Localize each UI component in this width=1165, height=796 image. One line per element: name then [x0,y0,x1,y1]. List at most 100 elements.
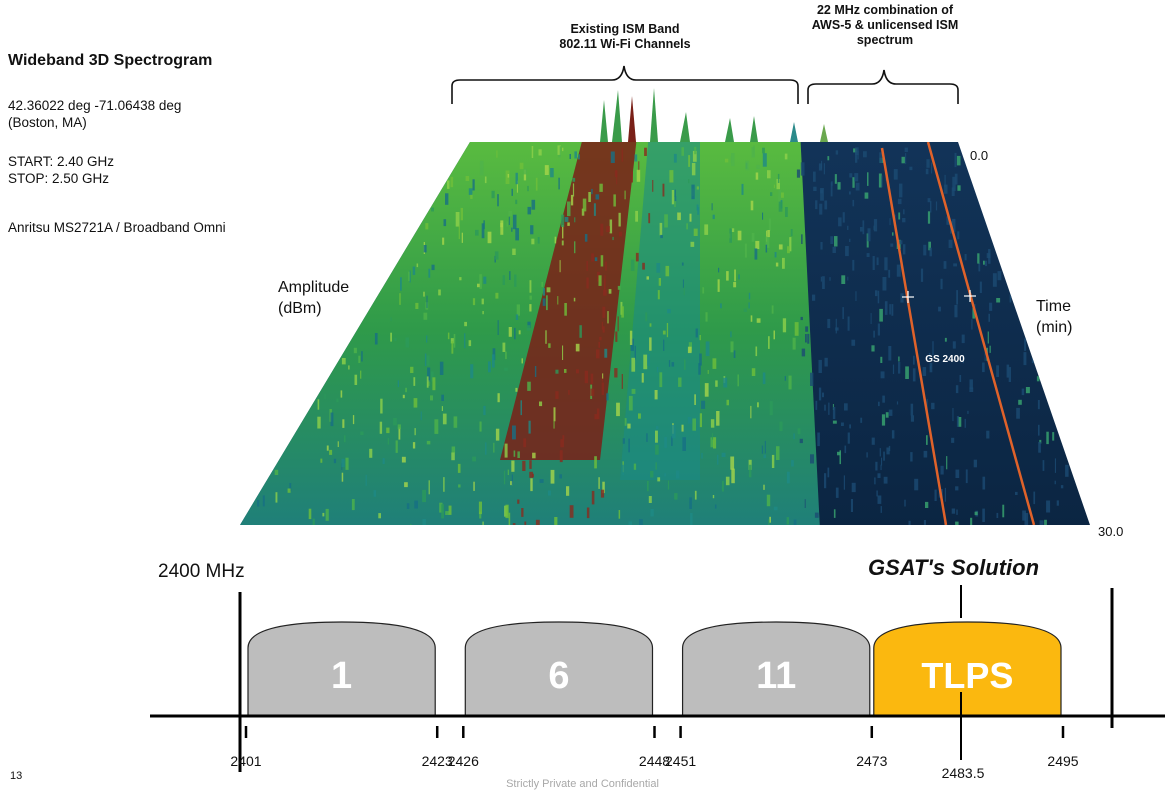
spectrogram-speck [870,313,872,324]
spectrogram-speck [493,442,495,453]
spectrogram-speck [510,481,513,486]
spectrogram-speck [1023,352,1027,366]
spectrogram-speck [880,464,882,471]
spectrogram-speck [923,244,927,256]
spectrogram-speck [800,316,803,321]
spectrogram-speck [669,170,674,183]
spectrogram-speck [596,349,600,359]
spectrogram-speck [689,497,692,509]
spectrogram-speck [504,443,508,458]
spectrogram-speck [560,439,564,448]
spectrogram-speck [875,461,878,471]
spectrogram-speck [586,507,590,519]
spectrogram-speck [929,363,933,373]
spectrogram-speck [835,318,837,334]
spectrogram-speck [765,244,768,253]
spectrogram-speck [903,209,905,215]
spectrogram-speck [712,214,715,220]
spectrogram-speck [841,275,846,284]
spectrogram-speck [590,388,595,396]
spectrogram-title: Wideband 3D Spectrogram [8,52,213,69]
spectrogram-speck [517,451,520,458]
spectrogram-speck [982,362,985,373]
spectrogram-speck [1039,439,1042,444]
spectrogram-speck [852,177,855,188]
spectrogram-speck [690,513,693,525]
tick-2473-label: 2473 [856,753,887,769]
spectrogram-speck [885,412,889,418]
spectrogram-speck [750,315,753,322]
spectrogram-speck [655,430,658,443]
spectrogram-speck [854,173,859,182]
spectrogram-speck [724,158,729,163]
spectrogram-speck [712,495,715,499]
spectrogram-speck [621,148,624,162]
spectrogram-speck [1015,491,1018,495]
spectrogram-speck [593,203,596,216]
spectrogram-speck [987,331,989,344]
channel-tlps-label: TLPS [921,655,1013,696]
spectrogram-speck [877,495,882,504]
tick-2451-label: 2451 [665,753,696,769]
spectrogram-speck [1002,504,1005,518]
spectrogram-speck [567,222,570,226]
spectrogram-speck [505,351,507,360]
spectrogram-speck [879,448,881,457]
spectrogram-speck [578,154,580,160]
spectrogram-speck [554,517,558,525]
spectrogram-speck [634,345,636,360]
spectrogram-speck [529,295,532,300]
spectrogram-speck [586,261,588,271]
spectrogram-speck [873,219,878,232]
spectrogram-speck [844,445,847,454]
spectrogram-speck [638,161,640,172]
spectrogram-speck [386,427,390,434]
spectrogram-speck [588,192,591,202]
spectrogram-speck [694,146,697,155]
spectrogram-speck [518,330,521,335]
spectrogram-speck [511,474,513,485]
spectrogram-speck [817,432,820,447]
spectrogram-speck [745,160,750,171]
time-axis-label: Time (min) [1036,296,1072,338]
spectrogram-speck [426,355,430,366]
spectrogram-speck [750,200,754,211]
spectrogram-speck [819,203,823,215]
spectrogram-speck [317,416,321,429]
spectrogram-speck [751,146,755,158]
spectrogram-speck [952,408,954,422]
spectrogram-speck [818,359,822,373]
spectrogram-speck [940,278,943,290]
surface-noise [252,145,1069,525]
spectrogram-speck [512,214,517,230]
spectrogram-speck [470,364,474,379]
spectrogram-speck [624,190,626,200]
spectrogram-speck [770,192,773,196]
spectrogram-speck [849,191,851,195]
spectrogram-speck [326,445,329,451]
spectrogram-speck [1033,491,1036,505]
spectrogram-speck [641,373,644,383]
spectrogram-speck [712,433,714,440]
spectrogram-speck [871,345,875,352]
spectrogram-speck [257,499,260,507]
spectrogram-speck [390,332,392,342]
spectrogram-speck [762,212,764,220]
spectrogram-speck [402,394,405,399]
spectrogram-speck [756,164,760,169]
spectrogram-speck [984,260,987,267]
spectrogram-speck [704,224,709,235]
spectrogram-speck [394,337,397,341]
spectrogram-speck [530,478,533,492]
spectrogram-speck [622,464,624,476]
spectrogram-speck [511,188,513,196]
spectrogram-speck [855,147,859,156]
spectrogram-speck [898,356,900,362]
spectrogram-speck [792,337,796,350]
spectrogram-speck [387,438,390,445]
spectrogram-speck [590,373,594,385]
spectrogram-speck [428,380,430,386]
spectrogram-speck [515,199,518,205]
spectrogram-speck [443,477,445,492]
spectrogram-speck [778,201,783,212]
